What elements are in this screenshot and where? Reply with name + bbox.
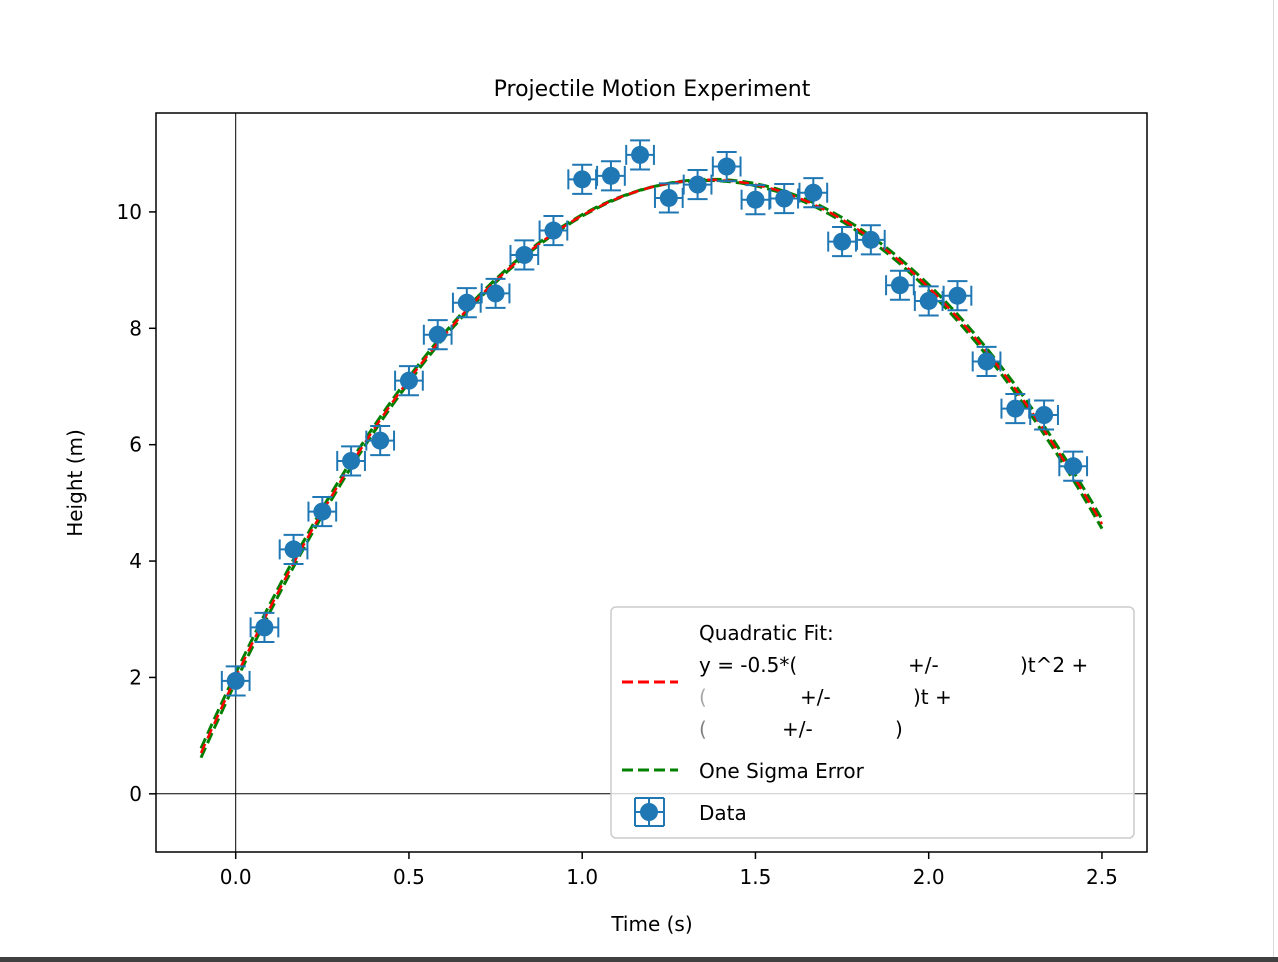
data-point <box>394 365 424 397</box>
data-marker <box>775 189 794 208</box>
data-marker <box>1035 406 1054 425</box>
data-marker <box>861 230 880 249</box>
data-marker <box>890 276 909 295</box>
legend-sigma-label: One Sigma Error <box>699 759 865 783</box>
y-axis-label: Height (m) <box>63 429 87 537</box>
legend-fit-line4c: ) <box>895 717 903 741</box>
data-point <box>625 139 655 171</box>
data-marker <box>688 175 707 194</box>
data-marker <box>804 183 823 202</box>
legend-fit-line3b: +/- <box>800 685 831 709</box>
data-marker <box>515 245 534 264</box>
legend-fit-line2a: y = -0.5*( <box>699 653 797 677</box>
x-tick-label: 2.5 <box>1086 865 1118 889</box>
data-point <box>711 150 742 183</box>
data-marker <box>631 145 650 164</box>
data-marker <box>284 540 303 559</box>
data-marker <box>659 188 678 207</box>
y-tick-label: 8 <box>129 316 142 340</box>
data-marker <box>313 502 332 521</box>
data-marker <box>1006 399 1025 418</box>
legend-fit-line2c: )t^2 + <box>1020 653 1088 677</box>
x-tick-label: 2.0 <box>913 865 945 889</box>
data-marker <box>428 325 447 344</box>
legend-fit-line2b: +/- <box>908 653 939 677</box>
data-point <box>1058 450 1089 482</box>
data-point <box>885 269 915 301</box>
data-point <box>480 277 511 309</box>
data-point <box>1029 399 1059 431</box>
axes-frame <box>155 112 1148 853</box>
legend-fit-line4a: ( <box>699 717 707 741</box>
data-point <box>567 163 598 195</box>
data-point <box>942 280 973 312</box>
data-marker <box>919 291 938 310</box>
data-marker <box>544 221 563 240</box>
data-marker <box>746 190 765 209</box>
data-marker <box>486 284 505 303</box>
data-point <box>653 182 684 214</box>
data-point <box>855 224 886 256</box>
window-bottom-bar <box>0 957 1278 962</box>
legend-data-label: Data <box>699 801 747 825</box>
data-point <box>278 533 309 565</box>
data-point <box>682 169 713 201</box>
x-axis-label: Time (s) <box>610 912 692 936</box>
y-tick-label: 10 <box>117 200 142 224</box>
data-marker <box>601 166 620 185</box>
data-point <box>971 345 1002 378</box>
data-point <box>913 285 944 317</box>
data-point <box>220 665 251 697</box>
data-marker <box>717 157 736 176</box>
x-tick-label: 1.0 <box>566 865 598 889</box>
data-point <box>307 496 338 528</box>
data-point <box>422 319 453 351</box>
window-edge <box>1273 0 1274 957</box>
data-point <box>538 214 569 247</box>
data-point <box>249 611 280 643</box>
data-marker <box>371 431 390 450</box>
data-point <box>365 425 396 457</box>
data-marker <box>457 293 476 312</box>
legend-fit-line1: Quadratic Fit: <box>699 621 834 645</box>
y-tick-label: 6 <box>129 433 142 457</box>
legend-fit-line3a: ( <box>699 685 707 709</box>
x-tick-label: 0.0 <box>220 865 252 889</box>
data-marker <box>342 451 361 470</box>
data-marker <box>1064 457 1083 476</box>
legend-box <box>610 606 1135 839</box>
x-tick-label: 1.5 <box>740 865 772 889</box>
data-point <box>336 445 366 477</box>
data-marker <box>573 170 592 189</box>
data-point <box>827 226 857 258</box>
legend-fit-line3c: )t + <box>913 685 952 709</box>
data-marker <box>833 232 852 251</box>
data-point <box>596 160 626 192</box>
legend: Quadratic Fit: y = -0.5*( +/- )t^2 + ( +… <box>610 606 1135 839</box>
y-tick-label: 0 <box>129 782 142 806</box>
data-marker <box>399 371 418 390</box>
y-tick-label: 4 <box>129 549 142 573</box>
data-point <box>451 287 482 319</box>
ticks: 0.0 0.5 1.0 1.5 2.0 2.5 0 2 4 6 8 10 <box>117 200 1118 889</box>
plot-area <box>156 113 1147 852</box>
data-marker <box>255 618 274 637</box>
data-point <box>509 239 540 271</box>
y-tick-label: 2 <box>129 665 142 689</box>
x-tick-label: 0.5 <box>393 865 425 889</box>
data-point <box>740 184 771 216</box>
data-point <box>798 177 829 209</box>
data-point <box>769 182 800 215</box>
chart-title: Projectile Motion Experiment <box>494 77 811 102</box>
data-marker <box>948 286 967 305</box>
legend-fit-line4b: +/- <box>782 717 813 741</box>
legend-data-marker <box>634 797 665 827</box>
data-marker <box>226 671 245 690</box>
data-point <box>1000 393 1031 425</box>
data-marker <box>977 352 996 371</box>
